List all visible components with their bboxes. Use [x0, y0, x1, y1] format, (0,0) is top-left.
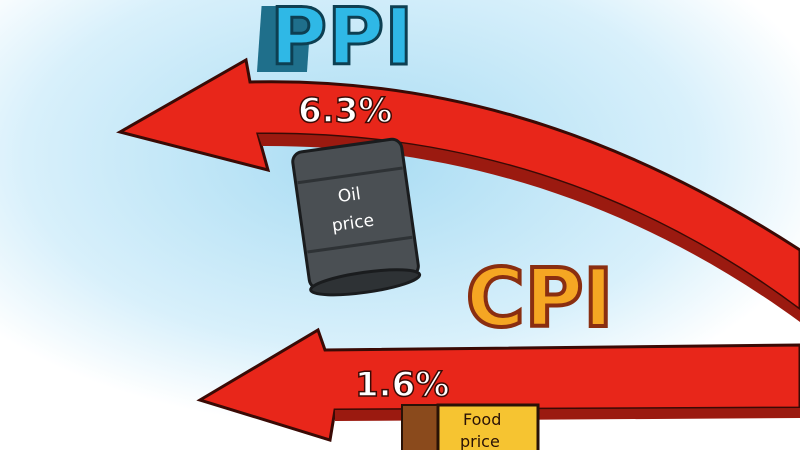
oil-barrel: Oil price — [291, 137, 422, 297]
cpi-label: CPI — [466, 252, 613, 345]
food-label-line2: price — [460, 432, 500, 450]
oil-label-line1: Oil — [337, 184, 362, 207]
ppi-label: PPI — [270, 0, 413, 83]
cpi-arrow — [196, 327, 800, 442]
food-label-line1: Food — [463, 410, 501, 429]
food-box: Food price — [401, 403, 540, 450]
ppi-value: 6.3% — [298, 91, 392, 131]
ppi-letters: PPI — [256, 0, 415, 85]
cpi-letters: CPI — [464, 250, 615, 347]
cpi-value: 1.6% — [355, 365, 449, 405]
ppi-arrow-shadow — [258, 133, 800, 322]
